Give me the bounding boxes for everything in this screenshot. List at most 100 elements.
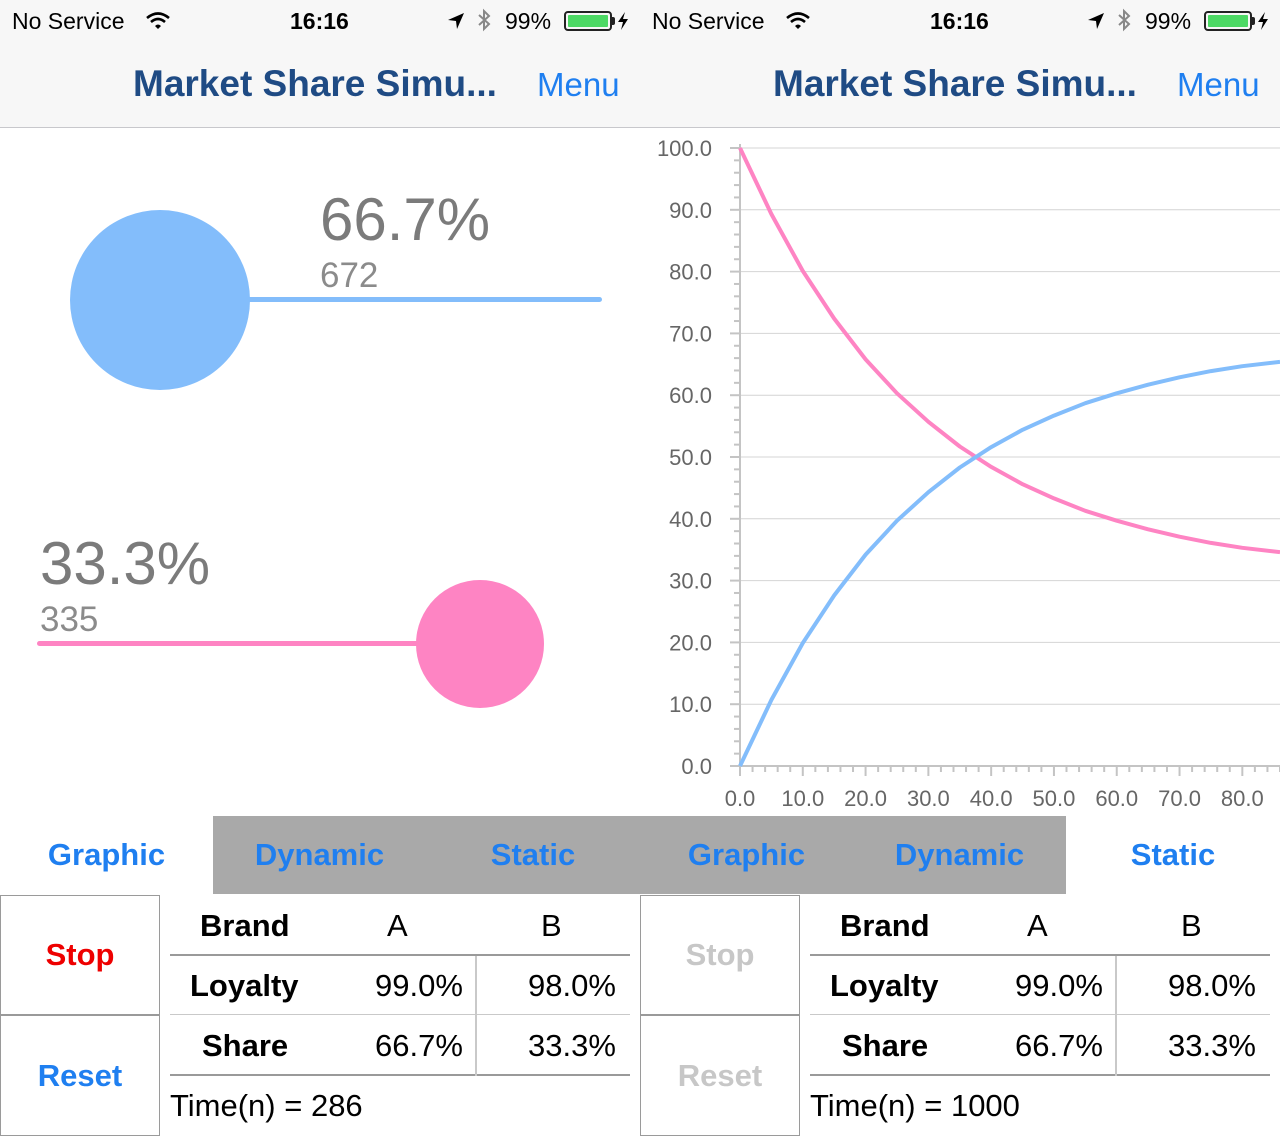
table-divider	[810, 954, 1270, 956]
menu-button[interactable]: Menu	[1177, 66, 1260, 103]
battery-percent: 99%	[505, 8, 552, 34]
chart-y-tick-label: 80.0	[669, 260, 712, 285]
status-time: 16:16	[930, 8, 989, 34]
tab-static[interactable]: Static	[1066, 816, 1280, 894]
bluetooth-icon	[476, 8, 492, 38]
tab-static[interactable]: Static	[426, 816, 640, 894]
battery-nub	[612, 17, 615, 25]
segmented-tabs: Graphic Dynamic Static	[640, 816, 1280, 894]
table-header-a: A	[387, 908, 408, 943]
battery-level-fill	[568, 15, 608, 27]
time-counter: Time(n) = 1000	[810, 1088, 1020, 1123]
reset-button-disabled[interactable]: Reset	[640, 1015, 800, 1136]
chart-y-tick-label: 90.0	[669, 198, 712, 223]
table-cell-share-a: 66.7%	[1015, 1028, 1103, 1063]
table-cell-loyalty-b: 98.0%	[1168, 968, 1256, 1003]
table-cell-share-b: 33.3%	[1168, 1028, 1256, 1063]
stop-button-disabled[interactable]: Stop	[640, 895, 800, 1015]
chart-y-tick-label: 60.0	[669, 383, 712, 408]
chart-x-tick-label: 10.0	[781, 786, 824, 811]
share-over-time-chart: 0.0 10.0 20.0 30.0 40.0 50.0 60.0 70.0 80.0 90.0 1…	[657, 136, 1280, 811]
bluetooth-icon	[1116, 8, 1132, 38]
chart-x-tick-label: 40.0	[970, 786, 1013, 811]
table-column-divider	[1115, 956, 1117, 1076]
chart-y-tick-label: 0.0	[681, 754, 712, 779]
battery-level-fill	[1208, 15, 1248, 27]
brand-b-count-text: 335	[40, 600, 99, 639]
table-divider	[810, 1014, 1270, 1015]
left-screen: No Service 16:16 99% Market Share Simu..…	[0, 0, 640, 1136]
reset-button[interactable]: Reset	[0, 1015, 160, 1136]
wifi-icon	[785, 10, 811, 37]
chart-x-tick-label: 30.0	[907, 786, 950, 811]
location-arrow-icon	[1086, 10, 1106, 37]
chart-y-tick-label: 70.0	[669, 321, 712, 346]
table-header-label: Brand	[840, 908, 930, 943]
wifi-icon	[145, 10, 171, 37]
brand-a-share-line	[245, 297, 602, 302]
time-counter: Time(n) = 286	[170, 1088, 363, 1123]
location-arrow-icon	[446, 10, 466, 37]
table-row-label-share: Share	[842, 1028, 929, 1063]
status-bar: No Service 16:16 99%	[0, 0, 640, 40]
chart-series-a-line	[738, 359, 1280, 767]
brand-b-share-text: 33.3%	[40, 530, 211, 597]
brand-a-circle	[70, 210, 250, 390]
battery-icon	[564, 11, 612, 31]
chart-y-tick-label: 50.0	[669, 445, 712, 470]
battery-icon	[1204, 11, 1252, 31]
top-bar: No Service 16:16 99% Market Share Simu..…	[0, 0, 640, 128]
chart-x-tick-label: 20.0	[844, 786, 887, 811]
table-divider	[170, 1074, 630, 1076]
chart-y-tick-label: 20.0	[669, 630, 712, 655]
menu-button[interactable]: Menu	[537, 66, 620, 103]
tab-dynamic[interactable]: Dynamic	[853, 816, 1066, 894]
top-bar: No Service 16:16 99% Market Share Simu..…	[640, 0, 1280, 128]
charging-bolt-icon	[617, 10, 629, 37]
chart-x-tick-label: 60.0	[1095, 786, 1138, 811]
chart-x-tick-label: 0.0	[725, 786, 756, 811]
table-cell-loyalty-a: 99.0%	[1015, 968, 1103, 1003]
brand-b-circle	[416, 580, 544, 708]
table-cell-share-a: 66.7%	[375, 1028, 463, 1063]
brand-a-share-text: 66.7%	[320, 186, 491, 253]
status-time: 16:16	[290, 8, 349, 34]
carrier-label: No Service	[652, 8, 765, 34]
brand-b-share-line	[37, 641, 437, 646]
table-header-a: A	[1027, 908, 1048, 943]
nav-title: Market Share Simu...	[133, 63, 497, 104]
table-header-b: B	[1181, 908, 1202, 943]
brand-a-count-text: 672	[320, 256, 379, 295]
tab-graphic[interactable]: Graphic	[0, 816, 213, 894]
chart-series-b-line	[738, 147, 1280, 555]
tab-graphic[interactable]: Graphic	[640, 816, 853, 894]
nav-title: Market Share Simu...	[773, 63, 1137, 104]
table-cell-loyalty-a: 99.0%	[375, 968, 463, 1003]
segmented-tabs: Graphic Dynamic Static	[0, 816, 640, 894]
chart-x-tick-label: 80.0	[1221, 786, 1264, 811]
table-row-label-share: Share	[202, 1028, 289, 1063]
right-screen: No Service 16:16 99% Market Share Simu..…	[640, 0, 1280, 1136]
chart-x-tick-label: 50.0	[1033, 786, 1076, 811]
chart-y-tick-label: 40.0	[669, 507, 712, 532]
stop-button[interactable]: Stop	[0, 895, 160, 1015]
table-divider	[170, 1014, 630, 1015]
chart-y-tick-label: 10.0	[669, 692, 712, 717]
table-row-label-loyalty: Loyalty	[830, 968, 939, 1003]
chart-x-tick-label: 70.0	[1158, 786, 1201, 811]
status-bar: No Service 16:16 99%	[640, 0, 1280, 40]
battery-percent: 99%	[1145, 8, 1192, 34]
charging-bolt-icon	[1257, 10, 1269, 37]
table-column-divider	[475, 956, 477, 1076]
table-divider	[810, 1074, 1270, 1076]
battery-nub	[1252, 17, 1255, 25]
table-cell-loyalty-b: 98.0%	[528, 968, 616, 1003]
table-header-b: B	[541, 908, 562, 943]
chart-y-tick-label: 100.0	[657, 136, 712, 161]
table-row-label-loyalty: Loyalty	[190, 968, 299, 1003]
chart-y-tick-label: 30.0	[669, 569, 712, 594]
table-cell-share-b: 33.3%	[528, 1028, 616, 1063]
table-divider	[170, 954, 630, 956]
table-header-label: Brand	[200, 908, 290, 943]
tab-dynamic[interactable]: Dynamic	[213, 816, 426, 894]
